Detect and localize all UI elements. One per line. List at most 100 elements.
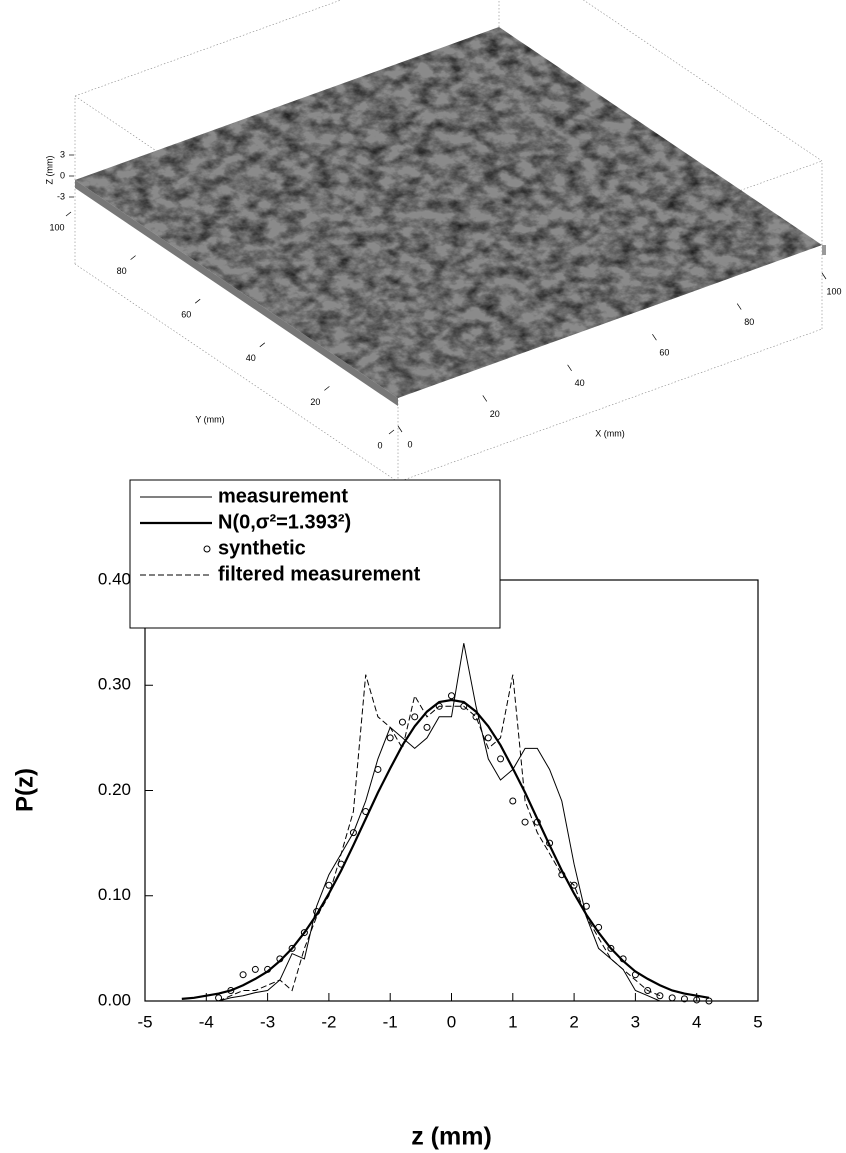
x-tick-label: 1 bbox=[508, 1012, 517, 1031]
y-tick bbox=[130, 255, 136, 260]
x-tick-label: 0 bbox=[447, 1012, 456, 1031]
x-axis-title: z (mm) bbox=[411, 1123, 492, 1151]
z-axis-title: Z (mm) bbox=[44, 156, 54, 185]
x-tick-label: 40 bbox=[575, 378, 585, 388]
marker bbox=[411, 713, 419, 721]
marker bbox=[607, 944, 615, 952]
marker bbox=[448, 692, 455, 700]
y-tick-label: 80 bbox=[117, 266, 127, 276]
marker bbox=[705, 997, 713, 1005]
marker bbox=[595, 923, 603, 931]
marker bbox=[239, 971, 247, 979]
marker bbox=[644, 986, 652, 994]
series-line bbox=[218, 643, 661, 1002]
y-tick-label: 20 bbox=[310, 397, 320, 407]
x-tick-label: 100 bbox=[826, 286, 841, 296]
marker bbox=[423, 723, 431, 731]
z-tick-label: -3 bbox=[57, 191, 65, 201]
y-tick-label: 60 bbox=[181, 310, 191, 320]
x-tick-label: -3 bbox=[260, 1012, 275, 1031]
marker bbox=[656, 992, 664, 1000]
y-axis-title: P(z) bbox=[11, 768, 38, 812]
x-tick bbox=[567, 364, 572, 371]
legend-label: measurement bbox=[218, 485, 348, 507]
x-tick-label: 20 bbox=[490, 409, 500, 419]
plot-frame bbox=[144, 579, 759, 1002]
x-tick-label: 0 bbox=[407, 439, 412, 449]
marker bbox=[631, 971, 639, 979]
x-tick-label: 4 bbox=[692, 1012, 701, 1031]
legend-marker bbox=[203, 545, 211, 553]
x-tick-label: -5 bbox=[137, 1012, 152, 1031]
marker bbox=[693, 996, 701, 1004]
x-tick-label: 60 bbox=[659, 348, 669, 358]
legend-label: filtered measurement bbox=[218, 563, 421, 585]
x-tick bbox=[821, 272, 827, 280]
x-tick bbox=[652, 334, 657, 341]
x-axis-title: X (mm) bbox=[595, 428, 625, 438]
x-tick bbox=[482, 395, 488, 402]
marker bbox=[300, 929, 308, 937]
marker bbox=[680, 995, 688, 1003]
marker bbox=[362, 808, 370, 816]
x-tick bbox=[736, 303, 742, 310]
marker bbox=[398, 718, 406, 726]
marker bbox=[619, 955, 627, 963]
z-tick-label: 3 bbox=[60, 149, 65, 159]
x-tick-label: 5 bbox=[753, 1012, 762, 1031]
marker bbox=[497, 755, 505, 763]
y-tick bbox=[194, 298, 201, 304]
bounding-box bbox=[397, 328, 823, 483]
y-tick-label: 0.10 bbox=[98, 885, 131, 904]
legend-label: synthetic bbox=[218, 537, 306, 559]
marker bbox=[472, 713, 480, 721]
x-tick-label: -1 bbox=[383, 1012, 398, 1031]
y-tick bbox=[259, 342, 266, 348]
marker bbox=[276, 955, 284, 963]
y-tick-label: 0 bbox=[377, 440, 382, 450]
surface-edge bbox=[75, 180, 398, 406]
y-tick bbox=[324, 386, 330, 391]
marker bbox=[484, 734, 492, 742]
y-tick bbox=[65, 211, 72, 217]
line-chart: 0.00 0.10 0.20 0.30 0.40 -5 -4 -3 -2 -1 0 1 2 3 4 5 z (m… bbox=[11, 479, 763, 1151]
marker bbox=[349, 829, 357, 837]
y-tick-label: 0.20 bbox=[98, 780, 131, 799]
marker bbox=[546, 839, 554, 847]
y-tick-label: 0.30 bbox=[98, 675, 131, 694]
surface-edge bbox=[822, 245, 826, 255]
marker bbox=[533, 818, 541, 826]
surface-plot: 0 20 40 60 80 100 0 20 40 60 80 100 -3 0 3 X (mm) Y (mm)… bbox=[44, 0, 842, 483]
y-tick-label: 100 bbox=[49, 222, 64, 232]
marker bbox=[558, 871, 566, 879]
z-tick-label: 0 bbox=[60, 170, 65, 180]
marker bbox=[521, 818, 529, 826]
series-line bbox=[218, 674, 661, 1002]
y-tick-label: 40 bbox=[246, 353, 256, 363]
x-tick-label: 80 bbox=[744, 317, 754, 327]
marker bbox=[288, 944, 296, 952]
marker bbox=[227, 986, 235, 994]
marker bbox=[668, 994, 676, 1002]
marker bbox=[460, 702, 468, 710]
marker bbox=[570, 881, 578, 889]
x-tick-label: -2 bbox=[321, 1012, 336, 1031]
marker bbox=[582, 902, 590, 910]
x-tick-label: 2 bbox=[569, 1012, 578, 1031]
marker bbox=[264, 965, 272, 973]
bounding-box bbox=[74, 0, 342, 97]
surface-texture bbox=[75, 27, 822, 398]
marker bbox=[509, 797, 517, 805]
series-line bbox=[181, 698, 710, 1000]
y-tick-label: 0.40 bbox=[98, 569, 131, 588]
legend-box bbox=[129, 479, 501, 629]
marker bbox=[386, 734, 394, 742]
y-tick bbox=[388, 429, 395, 435]
x-tick-label: -4 bbox=[199, 1012, 214, 1031]
marker bbox=[251, 965, 259, 973]
y-tick-label: 0.00 bbox=[98, 990, 131, 1009]
marker bbox=[374, 765, 382, 773]
y-axis-title: Y (mm) bbox=[195, 414, 224, 424]
legend-label: N(0,σ²=1.393²) bbox=[218, 511, 351, 533]
